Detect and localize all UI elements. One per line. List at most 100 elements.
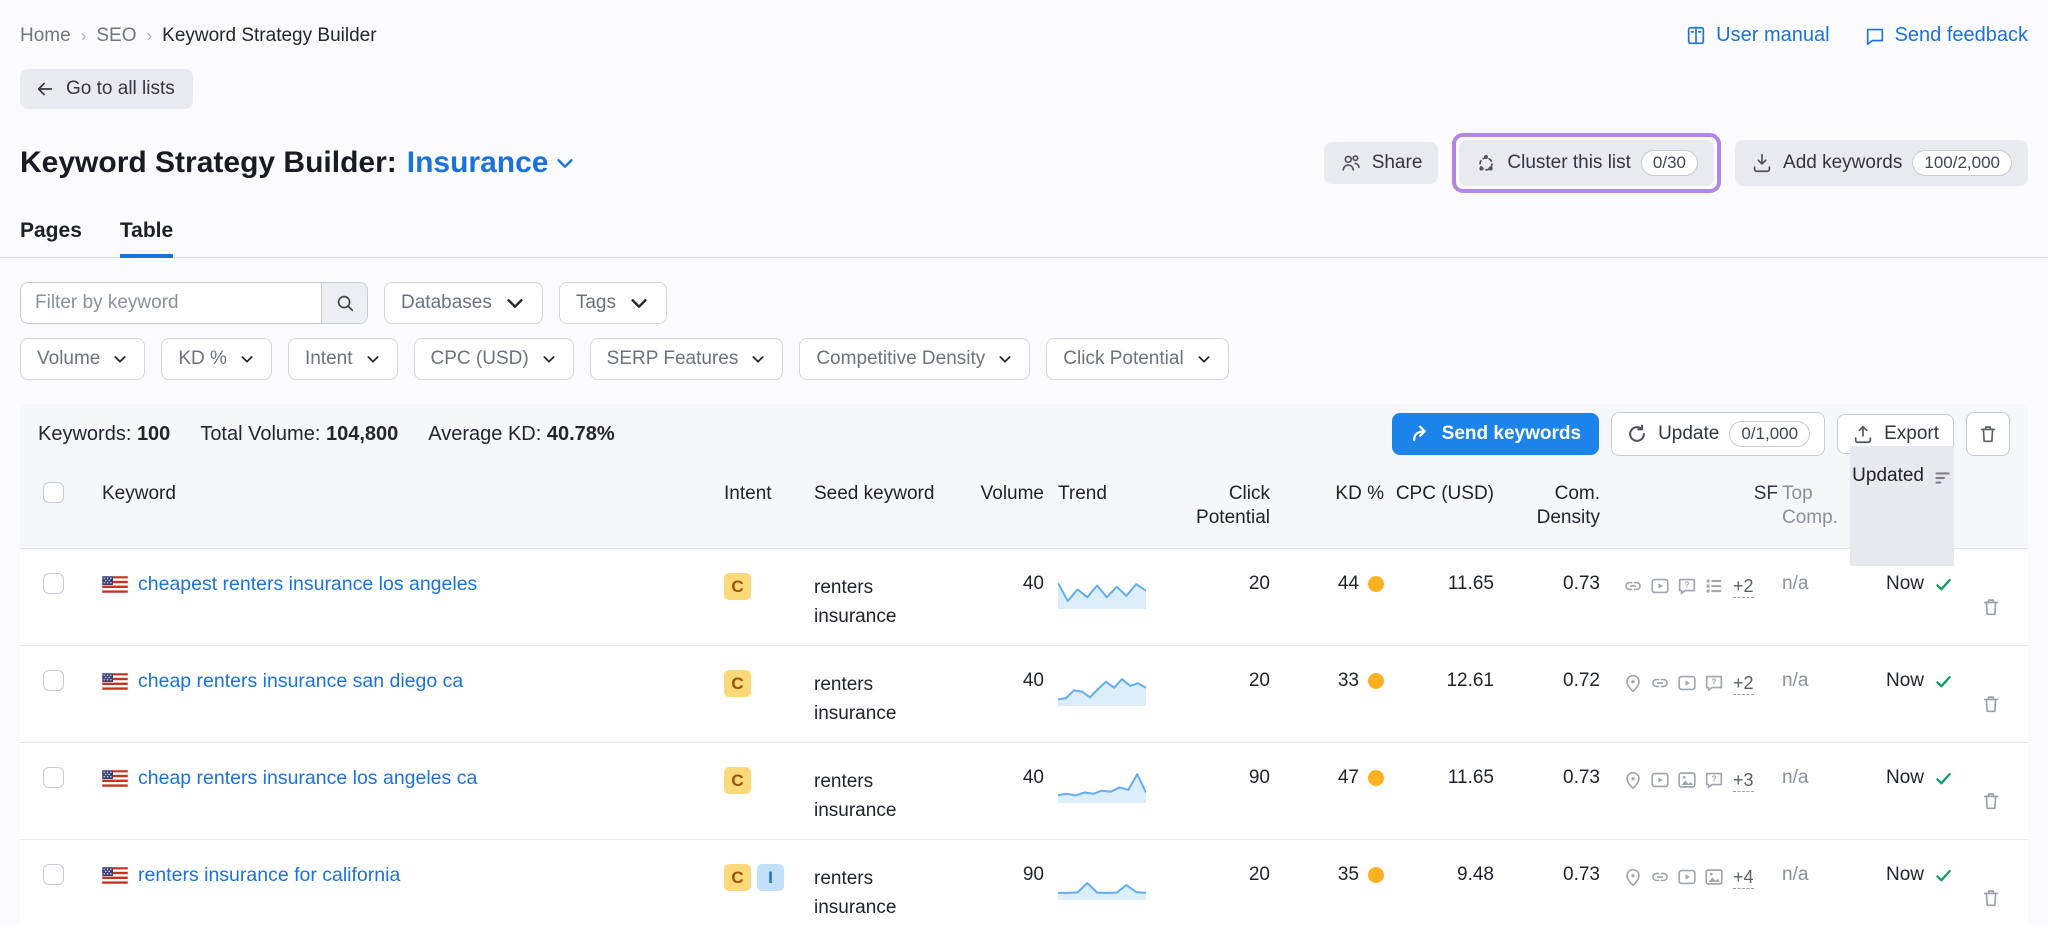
col-kd[interactable]: KD % (1270, 464, 1384, 548)
send-feedback-label: Send feedback (1895, 24, 2028, 47)
keyword-link[interactable]: cheap renters insurance los angeles ca (138, 767, 477, 790)
filter-dropdown-competitive-density[interactable]: Competitive Density (799, 338, 1030, 380)
chevron-down-icon (504, 292, 526, 314)
intent-cell: C (724, 646, 814, 742)
serp-features-cell: ? +2 (1600, 646, 1778, 742)
com-density-value: 0.73 (1494, 743, 1600, 839)
select-all-checkbox[interactable] (43, 482, 64, 503)
updated-check-icon (1933, 864, 1954, 885)
col-intent[interactable]: Intent (724, 464, 814, 548)
top-comp-value: n/a (1778, 646, 1850, 742)
delete-all-button[interactable] (1966, 412, 2010, 456)
cpc-value: 11.65 (1384, 743, 1494, 839)
col-top-comp[interactable]: Top Comp. (1778, 464, 1850, 548)
trend-sparkline (1044, 840, 1160, 925)
kd-cell: 33 (1270, 646, 1384, 742)
col-trend[interactable]: Trend (1044, 464, 1160, 548)
top-comp-value: n/a (1778, 743, 1850, 839)
trend-sparkline (1044, 549, 1160, 645)
chevron-down-icon (239, 351, 255, 367)
updated-cell: Now (1850, 743, 1954, 839)
filter-row-metrics: Volume KD % Intent CPC (USD) SERP Features Co… (20, 338, 2028, 380)
serp-features-more-link[interactable]: +2 (1733, 672, 1754, 695)
keyword-link[interactable]: cheap renters insurance san diego ca (138, 670, 463, 693)
com-density-value: 0.72 (1494, 646, 1600, 742)
tab-pages[interactable]: Pages (20, 219, 82, 257)
send-keywords-button[interactable]: Send keywords (1392, 413, 1599, 455)
filter-dropdown-intent[interactable]: Intent (288, 338, 398, 380)
chevron-down-icon (997, 351, 1013, 367)
keyword-filter-search-button[interactable] (321, 283, 367, 323)
col-click-potential[interactable]: Click Potential (1160, 464, 1270, 548)
chevron-down-icon (750, 351, 766, 367)
send-feedback-link[interactable]: Send feedback (1864, 24, 2028, 47)
share-button[interactable]: Share (1324, 142, 1439, 184)
updated-check-icon (1933, 767, 1954, 788)
breadcrumb-home[interactable]: Home (20, 25, 71, 47)
export-label: Export (1884, 423, 1939, 445)
filter-dropdown-kd-[interactable]: KD % (161, 338, 272, 380)
table-row: cheap renters insurance san diego caCren… (20, 646, 2028, 743)
export-icon (1852, 423, 1874, 445)
col-volume[interactable]: Volume (944, 464, 1044, 548)
tags-label: Tags (576, 292, 616, 314)
filter-dropdown-serp-features[interactable]: SERP Features (590, 338, 784, 380)
svg-text:?: ? (1711, 775, 1716, 784)
serp-feature-link-icon (1649, 672, 1671, 694)
updated-check-icon (1933, 573, 1954, 594)
col-com-density[interactable]: Com. Density (1494, 464, 1600, 548)
row-checkbox[interactable] (43, 864, 64, 885)
serp-features-cell: +4 (1600, 840, 1778, 925)
serp-features-more-link[interactable]: +3 (1733, 769, 1754, 792)
cluster-icon (1475, 152, 1497, 174)
kd-value: 33 (1338, 670, 1359, 691)
list-name-dropdown[interactable]: Insurance (407, 146, 577, 180)
updated-cell: Now (1850, 646, 1954, 742)
user-manual-link[interactable]: User manual (1685, 24, 1829, 47)
delete-row-button[interactable] (1980, 571, 2002, 645)
top-comp-value: n/a (1778, 549, 1850, 645)
top-bar: Home › SEO › Keyword Strategy Builder Us… (20, 0, 2028, 47)
filter-dropdown-volume[interactable]: Volume (20, 338, 145, 380)
col-cpc[interactable]: CPC (USD) (1384, 464, 1494, 548)
update-count-badge: 0/1,000 (1729, 421, 1810, 447)
keyword-filter-input[interactable] (21, 283, 321, 323)
filter-dropdown-cpc-usd-[interactable]: CPC (USD) (414, 338, 574, 380)
breadcrumb-separator-icon: › (146, 26, 152, 46)
delete-row-button[interactable] (1980, 862, 2002, 925)
row-checkbox[interactable] (43, 670, 64, 691)
delete-row-button[interactable] (1980, 765, 2002, 839)
table-header: Keyword Intent Seed keyword Volume Trend… (20, 464, 2028, 549)
cluster-this-list-button[interactable]: Cluster this list 0/30 (1459, 140, 1714, 186)
go-to-all-lists-button[interactable]: Go to all lists (20, 69, 193, 109)
page-title: Keyword Strategy Builder: Insurance (20, 146, 576, 180)
svg-text:?: ? (1711, 678, 1716, 687)
serp-features-more-link[interactable]: +2 (1733, 575, 1754, 598)
keyword-link[interactable]: renters insurance for california (138, 864, 400, 887)
serp-features-more-link[interactable]: +4 (1733, 866, 1754, 889)
header-actions: Share Cluster this list 0/30 Add keyword… (1324, 133, 2028, 193)
row-checkbox[interactable] (43, 767, 64, 788)
update-button[interactable]: Update 0/1,000 (1611, 412, 1825, 456)
filter-dropdown-click-potential[interactable]: Click Potential (1046, 338, 1228, 380)
col-sf[interactable]: SF (1600, 464, 1778, 548)
add-keywords-button[interactable]: Add keywords 100/2,000 (1735, 140, 2028, 186)
intent-badge-commercial: C (724, 864, 751, 891)
serp-feature-link-icon (1622, 575, 1644, 597)
col-updated[interactable]: Updated (1850, 446, 1954, 566)
tags-dropdown[interactable]: Tags (559, 282, 667, 324)
intent-badge-commercial: C (724, 767, 751, 794)
col-seed-keyword[interactable]: Seed keyword (814, 464, 944, 548)
cluster-label: Cluster this list (1507, 152, 1631, 174)
col-keyword[interactable]: Keyword (76, 464, 724, 548)
keyword-link[interactable]: cheapest renters insurance los angeles (138, 573, 477, 596)
tab-table[interactable]: Table (120, 219, 173, 257)
databases-dropdown[interactable]: Databases (384, 282, 543, 324)
seed-keyword: renters insurance (814, 549, 944, 645)
breadcrumb-seo[interactable]: SEO (96, 25, 136, 47)
delete-row-button[interactable] (1980, 668, 2002, 742)
filter-row-primary: Databases Tags (20, 282, 2028, 324)
row-checkbox[interactable] (43, 573, 64, 594)
breadcrumb: Home › SEO › Keyword Strategy Builder (20, 25, 377, 47)
updated-cell: Now (1850, 549, 1954, 645)
